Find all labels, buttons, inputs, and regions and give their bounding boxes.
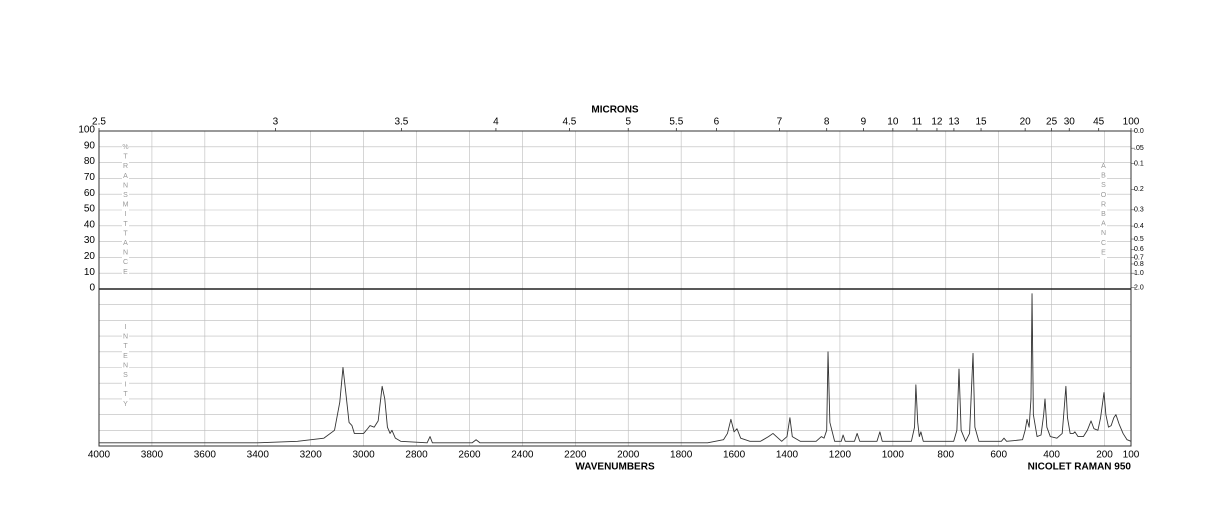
y-tick-label: 90 (84, 140, 96, 151)
micron-tick-label: 6 (714, 117, 720, 128)
y-tick-label: 30 (84, 235, 96, 246)
micron-tick-label: 45 (1093, 117, 1105, 128)
y-tick-label: 70 (84, 172, 96, 183)
transmittance-label: %TRANSMITTANCE (122, 144, 129, 279)
micron-tick-label: 11 (912, 117, 923, 128)
micron-tick-label: 30 (1064, 117, 1076, 128)
x-tick-label: 1800 (670, 450, 693, 461)
x-tick-label: 200 (1096, 450, 1113, 461)
micron-title: MICRONS (591, 105, 639, 116)
y-tick-label: 80 (84, 156, 96, 167)
x-tick-label: 1600 (723, 450, 746, 461)
x-tick-label: 4000 (88, 450, 111, 461)
micron-tick-label: 15 (975, 117, 987, 128)
absorbance-tick-label: 0.0 (1134, 128, 1144, 135)
x-tick-label: 2800 (405, 450, 428, 461)
micron-tick-label: 20 (1020, 117, 1032, 128)
absorbance-tick-label: 0.4 (1134, 223, 1144, 230)
y-tick-label: 10 (84, 267, 96, 278)
micron-tick-label: 10 (887, 117, 899, 128)
intensity-label: INTENSITY (122, 324, 129, 411)
x-tick-label: 800 (937, 450, 954, 461)
micron-tick-label: 25 (1046, 117, 1058, 128)
absorbance-tick-label: 0.1 (1134, 160, 1144, 167)
x-tick-label: 1400 (776, 450, 799, 461)
absorbance-tick-label: 0.6 (1134, 246, 1144, 253)
absorbance-tick-label: 0.8 (1134, 261, 1144, 268)
x-tick-label: 2600 (458, 450, 481, 461)
y-tick-label: 0 (89, 283, 95, 294)
x-tick-label: 3200 (300, 450, 323, 461)
absorbance-tick-label: 0.7 (1134, 254, 1144, 261)
micron-tick-label: 3 (273, 117, 279, 128)
y-tick-label: 20 (84, 251, 96, 262)
micron-tick-label: 100 (1123, 117, 1140, 128)
micron-tick-label: 12 (931, 117, 943, 128)
absorbance-label: ABSORBANCE (1100, 163, 1107, 259)
spectrum-line (99, 293, 1132, 444)
micron-tick-label: 4 (493, 117, 499, 128)
x-tick-label: 100 (1123, 450, 1140, 461)
micron-tick-label: 2.5 (92, 117, 106, 128)
micron-tick-label: 5 (625, 117, 631, 128)
micron-tick-label: 7 (777, 117, 783, 128)
x-tick-label: 3600 (194, 450, 217, 461)
y-tick-label: 100 (78, 125, 95, 136)
micron-tick-label: 8 (824, 117, 830, 128)
x-tick-label: 1000 (882, 450, 905, 461)
x-axis-title: WAVENUMBERS (575, 462, 655, 473)
micron-tick-label: 4.5 (562, 117, 576, 128)
micron-tick-label: 3.5 (394, 117, 408, 128)
micron-tick-label: 13 (948, 117, 960, 128)
absorbance-tick-label: 1.0 (1134, 270, 1144, 277)
absorbance-tick-label: 0.3 (1134, 207, 1144, 214)
x-tick-label: 400 (1043, 450, 1060, 461)
absorbance-tick-label: 0.2 (1134, 186, 1144, 193)
y-tick-label: 60 (84, 188, 96, 199)
absorbance-tick-label: .05 (1134, 145, 1144, 152)
instrument-label: NICOLET RAMAN 950 (1028, 462, 1132, 473)
absorbance-tick-label: 2.0 (1134, 284, 1144, 291)
y-tick-label: 40 (84, 219, 96, 230)
x-tick-label: 3000 (352, 450, 375, 461)
micron-tick-label: 9 (861, 117, 867, 128)
micron-tick-label: 5.5 (669, 117, 683, 128)
y-tick-label: 50 (84, 204, 96, 215)
x-tick-label: 2000 (617, 450, 640, 461)
x-tick-label: 3400 (247, 450, 270, 461)
x-tick-label: 2400 (511, 450, 534, 461)
x-tick-label: 2200 (564, 450, 587, 461)
x-tick-label: 1200 (829, 450, 852, 461)
x-tick-label: 3800 (141, 450, 164, 461)
absorbance-tick-label: 0.5 (1134, 236, 1144, 243)
x-tick-label: 600 (990, 450, 1007, 461)
